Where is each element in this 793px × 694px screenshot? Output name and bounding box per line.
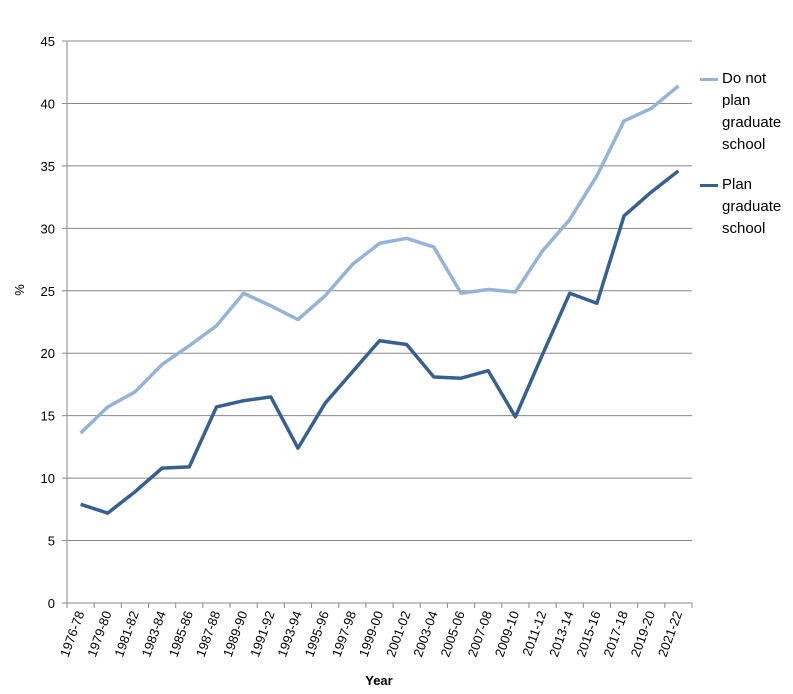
x-tick-label: 2019-20	[628, 609, 658, 659]
series-line	[80, 169, 680, 515]
y-tick-label: 20	[41, 346, 55, 361]
x-tick-label: 1983-84	[139, 609, 169, 659]
x-tick-label: 1999-00	[356, 609, 386, 659]
y-axis-title: %	[12, 284, 27, 296]
x-tick-label: 1976-78	[57, 609, 87, 659]
y-tick-label: 40	[41, 96, 55, 111]
x-tick-label: 1993-94	[274, 609, 304, 659]
series-line	[79, 84, 680, 435]
x-tick-label: 1979-80	[84, 609, 114, 659]
legend-label: Plan graduate school	[722, 176, 782, 237]
y-tick-label: 25	[41, 284, 55, 299]
x-tick-label: 1987-88	[193, 609, 223, 659]
x-tick-label: 1991-92	[247, 609, 277, 659]
y-tick-label: 0	[48, 596, 55, 611]
y-tick-label: 45	[41, 34, 55, 49]
y-tick-label: 5	[48, 534, 55, 549]
legend-swatch	[700, 78, 718, 81]
legend-label: Do not plan graduate school	[722, 70, 782, 153]
x-tick-label: 2007-08	[465, 609, 495, 659]
x-tick-label: 2003-04	[410, 609, 440, 659]
x-tick-label: 2013-14	[546, 609, 576, 659]
x-tick-label: 2017-18	[600, 609, 630, 659]
x-axis-title: Year	[365, 673, 392, 688]
legend: Do not plan graduate school Plan graduate…	[700, 68, 790, 258]
x-tick-label: 1981-82	[111, 609, 141, 659]
x-tick-label: 2021-22	[655, 609, 685, 659]
y-tick-label: 30	[41, 221, 55, 236]
legend-swatch	[700, 184, 718, 187]
y-tick-label: 15	[41, 409, 55, 424]
x-tick-label: 2015-16	[573, 609, 603, 659]
x-tick-label: 2009-10	[492, 609, 522, 659]
x-tick-label: 1997-98	[329, 609, 359, 659]
legend-item: Do not plan graduate school	[700, 68, 790, 156]
y-tick-label: 10	[41, 471, 55, 486]
legend-item: Plan graduate school	[700, 174, 790, 240]
x-tick-label: 2001-02	[383, 609, 413, 659]
x-tick-label: 2005-06	[437, 609, 467, 659]
y-tick-label: 35	[41, 159, 55, 174]
x-tick-label: 1989-90	[220, 609, 250, 659]
x-tick-label: 2011-12	[519, 609, 549, 658]
x-tick-label: 1985-86	[166, 609, 196, 659]
x-tick-label: 1995-96	[302, 609, 332, 659]
